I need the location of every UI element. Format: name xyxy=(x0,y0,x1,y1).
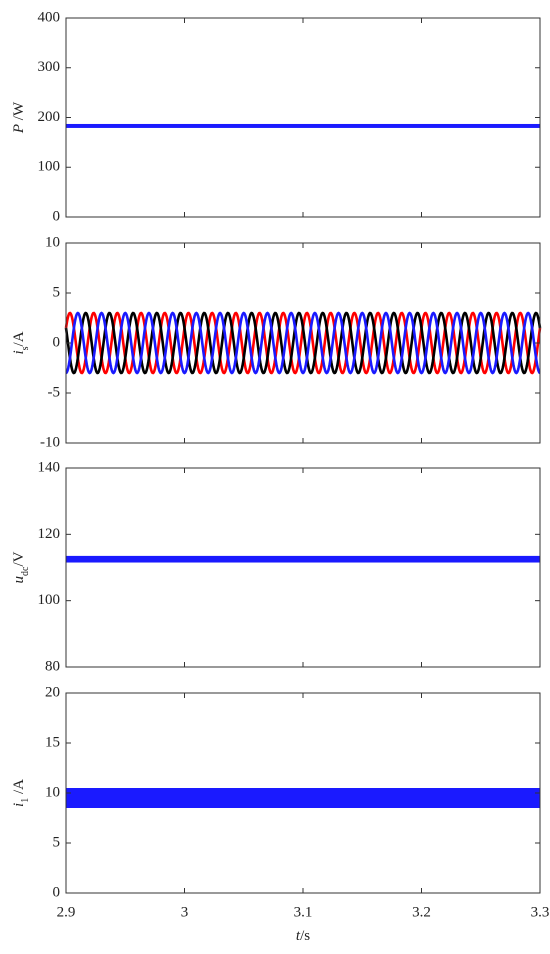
signal-band xyxy=(66,123,540,128)
panel: 80 100 120 140 udc/V xyxy=(11,459,541,674)
label-part: /A xyxy=(11,331,27,346)
label-part: /A xyxy=(11,779,27,798)
axes-frame xyxy=(65,467,541,668)
y-axis-label: is/A xyxy=(11,331,30,354)
x-tick-label: 3.1 xyxy=(294,904,313,920)
y-tick-label: 10 xyxy=(45,234,60,250)
y-axis-label: udc/V xyxy=(11,551,30,583)
y-axis-label: P /W xyxy=(11,101,27,134)
label-part: i xyxy=(11,350,27,354)
y-tick-label: 140 xyxy=(38,459,61,475)
y-tick-label: 400 xyxy=(38,9,61,25)
axes-frame xyxy=(65,17,541,218)
y-tick-label: 100 xyxy=(38,159,61,175)
y-tick-label: 120 xyxy=(38,526,61,542)
y-tick-label: 10 xyxy=(45,784,60,800)
label-part: t xyxy=(296,928,301,944)
sine-wave xyxy=(64,311,542,375)
signal-band xyxy=(66,555,540,563)
y-tick-label: 0 xyxy=(53,208,61,224)
y-tick-label: 5 xyxy=(53,284,61,300)
signal-band xyxy=(66,788,540,808)
x-tick-label: 2.9 xyxy=(57,904,76,920)
sine-wave xyxy=(65,311,541,375)
label-part: dc xyxy=(20,566,31,576)
x-tick-label: 3 xyxy=(181,904,189,920)
panel: -10 -5 0 5 10 is/A xyxy=(11,234,542,450)
panel: 0 5 10 15 20 2.9 3 3.1 3.2 3.3 i1 /A t/s xyxy=(11,684,549,944)
label-part: u xyxy=(11,576,27,584)
x-tick-label: 3.2 xyxy=(412,904,431,920)
y-tick-label: -10 xyxy=(40,434,60,450)
axes-frame xyxy=(65,242,541,444)
label-part: P xyxy=(11,124,27,134)
y-tick-label: 20 xyxy=(45,684,60,700)
y-tick-label: 15 xyxy=(45,734,60,750)
label-part: /V xyxy=(11,551,27,566)
y-tick-label: 100 xyxy=(38,592,61,608)
label-part: s xyxy=(20,346,31,350)
label-part: i xyxy=(11,803,27,807)
label-part: /s xyxy=(300,928,310,944)
x-tick-label: 3.3 xyxy=(531,904,550,920)
y-tick-label: 80 xyxy=(45,658,60,674)
y-tick-label: 5 xyxy=(53,834,61,850)
y-tick-label: 300 xyxy=(38,59,61,75)
panel: 0 100 200 300 400 P /W xyxy=(11,9,541,224)
label-part: 1 xyxy=(20,798,31,803)
x-axis-label: t/s xyxy=(296,928,310,944)
y-tick-label: 0 xyxy=(53,334,61,350)
y-axis-label: i1 /A xyxy=(11,779,30,807)
y-tick-label: 200 xyxy=(38,109,61,125)
y-tick-label: -5 xyxy=(48,384,61,400)
label-part: /W xyxy=(11,101,27,124)
y-tick-label: 0 xyxy=(53,884,61,900)
